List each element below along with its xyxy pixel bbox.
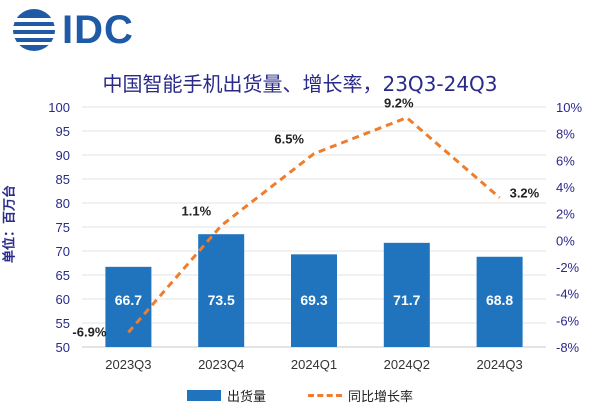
globe-icon (13, 9, 55, 51)
bar (476, 256, 523, 347)
y-tick-label: 95 (56, 124, 70, 139)
bar-value-label: 71.7 (393, 292, 420, 308)
y2-tick-label: -4% (556, 287, 580, 302)
y-tick-label: 85 (56, 172, 70, 187)
y-tick-label: 100 (48, 100, 70, 115)
growth-value-label: 6.5% (274, 132, 304, 147)
legend-item-line: 同比增长率 (308, 386, 413, 405)
growth-value-label: -6.9% (72, 324, 106, 339)
growth-line (127, 115, 501, 334)
y2-tick-label: -2% (556, 260, 580, 275)
bar (383, 242, 430, 347)
bar-value-label: 73.5 (208, 292, 235, 308)
growth-value-label: 1.1% (182, 204, 212, 219)
y2-tick-label: 2% (556, 207, 575, 222)
growth-value-label: 9.2% (384, 96, 414, 111)
growth-value-label: 3.2% (510, 186, 540, 201)
x-tick-label: 2023Q4 (198, 357, 244, 372)
y-tick-label: 75 (56, 220, 70, 235)
x-tick-label: 2024Q3 (476, 357, 522, 372)
legend-item-bar: 出货量 (186, 386, 266, 405)
x-tick-label: 2024Q2 (384, 357, 430, 372)
bar (105, 266, 152, 347)
bar (198, 234, 245, 347)
y-tick-label: 90 (56, 148, 70, 163)
legend-bar-label: 出货量 (226, 390, 266, 405)
logo-text: IDC (62, 8, 134, 52)
y-tick-label: 65 (56, 268, 70, 283)
x-tick-label: 2023Q3 (105, 357, 151, 372)
legend: 出货量 同比增长率 (0, 386, 600, 405)
y-tick-label: 80 (56, 196, 70, 211)
y-tick-label: 70 (56, 244, 70, 259)
idc-logo: IDC (12, 8, 134, 52)
y2-tick-label: 6% (556, 153, 575, 168)
y2-tick-label: 8% (556, 127, 575, 142)
y2-tick-label: 10% (556, 100, 582, 115)
y2-tick-label: -8% (556, 340, 580, 355)
y2-tick-label: -6% (556, 313, 580, 328)
bar-value-label: 68.8 (486, 292, 513, 308)
y-axis-label: 单位：百万台 (2, 184, 18, 264)
y2-tick-label: 0% (556, 233, 575, 248)
legend-line-swatch (308, 394, 342, 397)
y-tick-label: 50 (56, 340, 70, 355)
legend-line-label: 同比增长率 (348, 390, 414, 405)
bar (291, 254, 337, 347)
y2-tick-label: 4% (556, 180, 575, 195)
y-tick-label: 55 (56, 316, 70, 331)
y-tick-label: 60 (56, 292, 70, 307)
x-tick-label: 2024Q1 (291, 357, 337, 372)
chart-title: 中国智能手机出货量、增长率，23Q3-24Q3 (102, 72, 498, 96)
bar-value-label: 69.3 (300, 292, 327, 308)
bar-value-label: 66.7 (115, 292, 142, 308)
legend-bar-swatch (186, 390, 221, 401)
